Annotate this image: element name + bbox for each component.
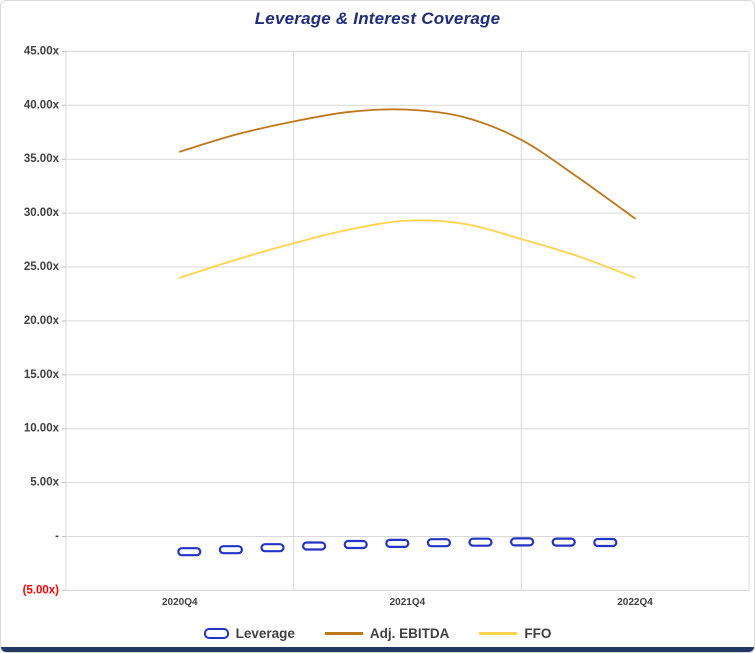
legend-item-ffo[interactable]: FFO bbox=[479, 626, 551, 641]
x-axis-label: 2020Q4 bbox=[162, 597, 198, 608]
leverage-dash-marker-icon bbox=[203, 628, 229, 639]
y-axis-label: 15.00x bbox=[24, 369, 60, 381]
leverage-dash bbox=[385, 538, 410, 549]
x-axis-label: 2021Q4 bbox=[390, 597, 426, 608]
y-axis-label: 10.00x bbox=[24, 423, 60, 435]
leverage-dash bbox=[593, 537, 618, 548]
y-axis-label: 20.00x bbox=[24, 315, 60, 327]
leverage-dash bbox=[302, 541, 327, 551]
y-axis-label: 45.00x bbox=[24, 45, 60, 57]
y-axis-label: 25.00x bbox=[24, 261, 60, 273]
legend: Leverage Adj. EBITDA FFO bbox=[1, 626, 754, 641]
legend-label-ffo: FFO bbox=[524, 626, 552, 641]
leverage-dash bbox=[510, 537, 535, 547]
y-axis-label: 35.00x bbox=[24, 153, 60, 165]
x-axis-label: 2022Q4 bbox=[617, 597, 653, 608]
leverage-dash bbox=[177, 547, 202, 557]
leverage-dash bbox=[260, 543, 285, 553]
y-axis-label: 5.00x bbox=[30, 477, 59, 489]
legend-item-adj-ebitda[interactable]: Adj. EBITDA bbox=[324, 626, 450, 641]
legend-item-leverage[interactable]: Leverage bbox=[203, 626, 295, 641]
y-axis-label: (5.00x) bbox=[23, 584, 60, 596]
ffo-line-marker-icon bbox=[479, 632, 518, 635]
leverage-dash bbox=[426, 538, 451, 548]
series-line-ffo bbox=[178, 219, 636, 279]
chart-title: Leverage & Interest Coverage bbox=[254, 9, 501, 28]
plot-border bbox=[65, 50, 750, 591]
legend-label-adj-ebitda: Adj. EBITDA bbox=[369, 626, 450, 641]
y-axis-label: - bbox=[55, 531, 59, 543]
leverage-dash bbox=[468, 537, 493, 547]
leverage-dash bbox=[218, 545, 243, 555]
legend-label-leverage: Leverage bbox=[235, 626, 295, 641]
series-line-adj-ebitda bbox=[178, 108, 636, 220]
y-axis-label: 30.00x bbox=[24, 207, 60, 219]
leverage-dash bbox=[343, 539, 368, 550]
adj-ebitda-line-marker-icon bbox=[324, 632, 363, 635]
leverage-dash bbox=[551, 537, 576, 547]
bottom-accent-bar bbox=[1, 647, 754, 652]
y-axis-label: 40.00x bbox=[24, 99, 60, 111]
